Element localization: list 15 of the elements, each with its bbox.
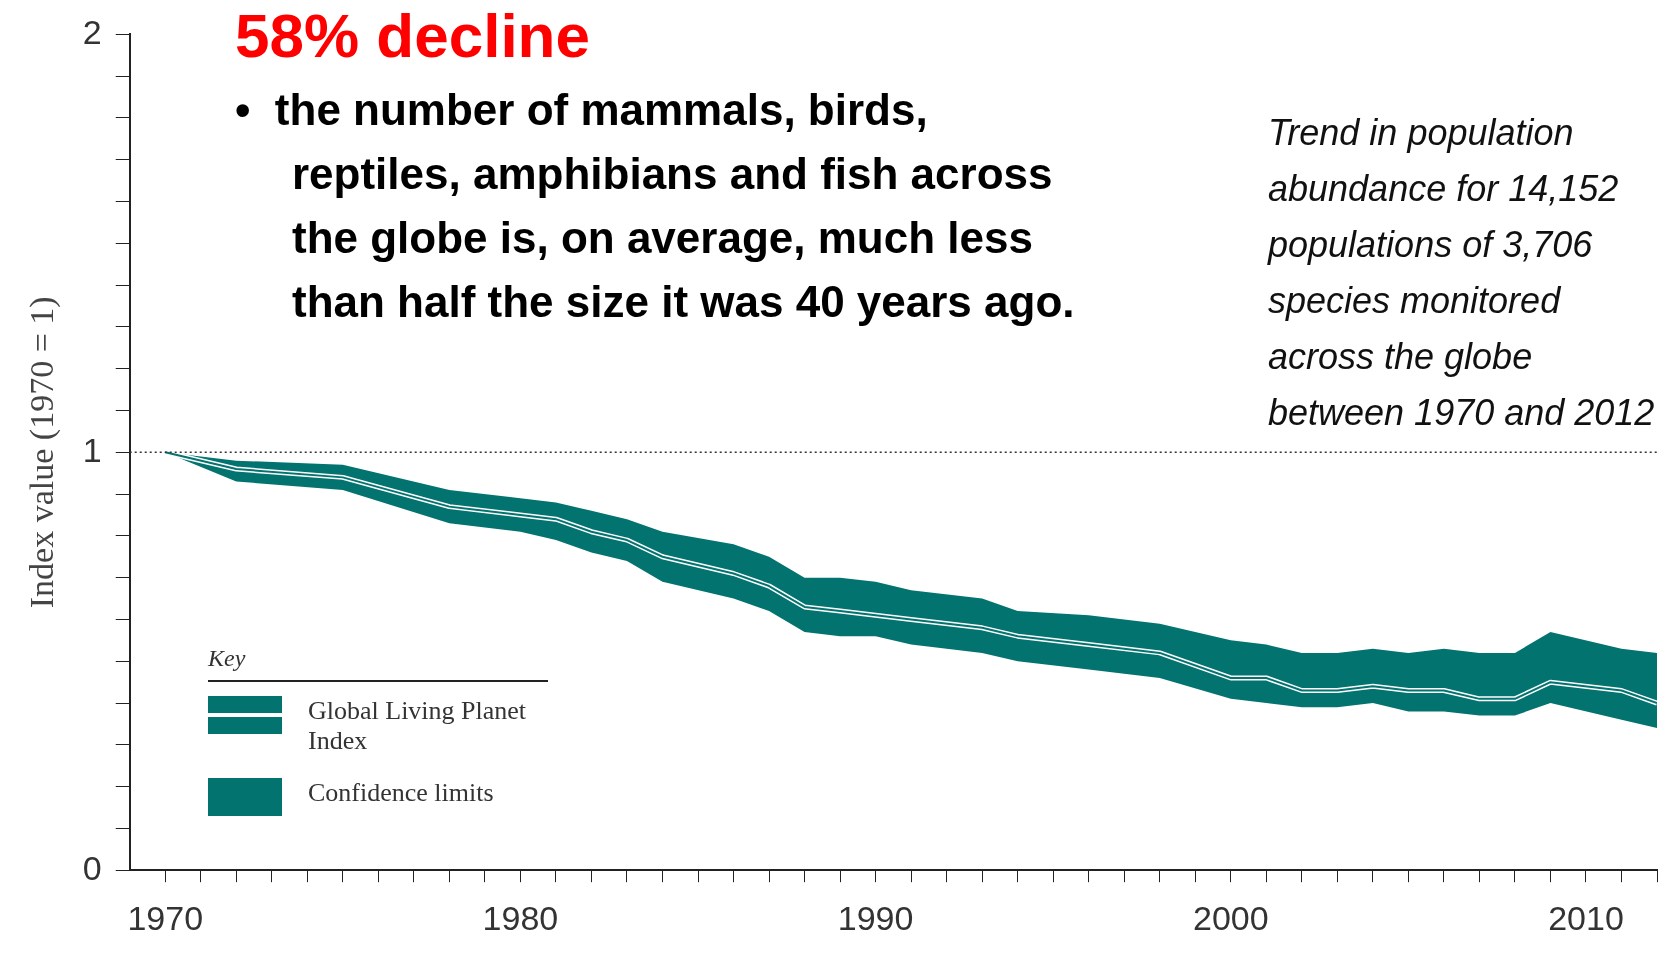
legend-title: Key [208,645,548,682]
y-tick-label: 1 [82,430,102,469]
text: • the number of mammals, birds, reptiles, amphibians and fish across the globe is, on average, much less than half the size it was 40 years ago. [235,85,1075,326]
legend-label: Global Living Planet Index [308,696,528,756]
x-tick-label: 1970 [127,898,204,937]
y-tick-label: 2 [82,12,102,51]
x-tick-label: 2010 [1548,898,1624,937]
x-tick-label: 1990 [837,898,914,937]
y-tick-label: 0 [82,848,102,887]
annotation: Trend in population abundance for 14,152 populations of 3,706 species monitored across the globe between 1970 and 2012 [1268,111,1656,435]
x-tick-label: 1980 [482,898,559,937]
annotation: Confidence limits [308,778,494,808]
x-tick-label: 2000 [1192,898,1269,937]
chart-title: 58% decline [235,0,590,71]
y-axis-title: Index value (1970 = 1) [23,296,62,609]
